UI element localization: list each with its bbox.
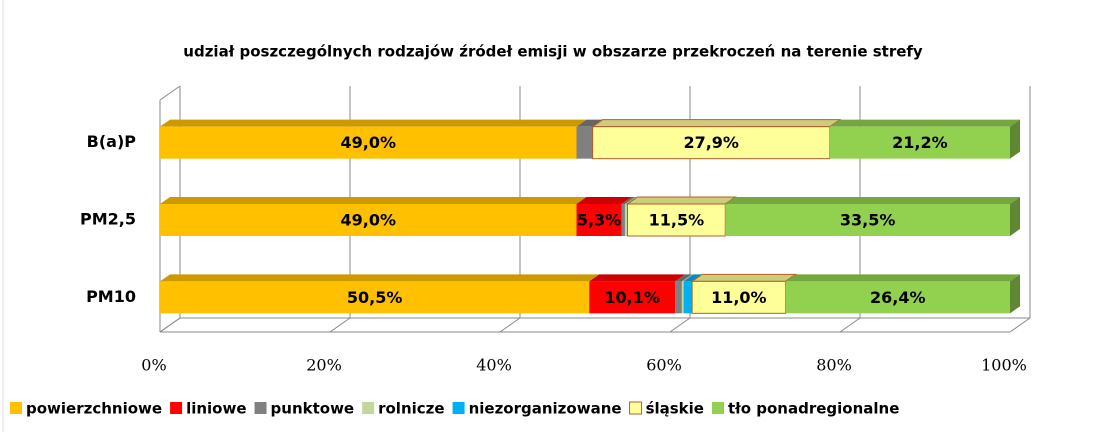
y-tick-label: B(a)P (87, 132, 137, 151)
bar-top (160, 197, 587, 204)
data-label: 49,0% (340, 211, 396, 230)
grid-floor (329, 317, 351, 333)
data-label: 27,9% (683, 133, 739, 152)
data-label: 21,2% (892, 133, 948, 152)
legend-label: niezorganizowane (469, 400, 622, 418)
bar-top (576, 197, 632, 204)
legend-label: punktowe (271, 400, 355, 418)
x-tick-label: 20% (306, 356, 342, 375)
bar-top (725, 197, 1020, 204)
legend-label: rolnicze (378, 400, 444, 418)
bar (627, 203, 726, 237)
axis-edge (159, 85, 181, 101)
x-tick-label: 0% (141, 356, 166, 375)
data-label: 50,5% (347, 288, 403, 307)
bar-top (675, 274, 692, 282)
y-tick-label: PM2,5 (80, 210, 136, 229)
bar-side (1010, 119, 1020, 159)
grid-floor (839, 317, 861, 333)
bar-top (681, 274, 694, 282)
bar-top (576, 119, 603, 127)
bar (675, 281, 682, 314)
data-label: 49,0% (340, 133, 396, 152)
bar (829, 126, 1010, 159)
bar-top (690, 273, 798, 282)
x-tick-label: 40% (476, 356, 512, 375)
bar (576, 204, 622, 236)
bar (576, 126, 593, 159)
data-label: 33,5% (840, 211, 896, 230)
grid-floor (1009, 317, 1031, 333)
bar-top (591, 119, 842, 128)
legend-swatch (170, 402, 183, 414)
y-tick-label: PM10 (86, 287, 136, 306)
bar (160, 126, 577, 159)
bar-side (1010, 274, 1020, 314)
bar-top (589, 274, 686, 282)
bar-top (621, 197, 635, 204)
bar (592, 126, 831, 160)
legend-swatch (629, 401, 643, 415)
grid-floor (499, 317, 521, 333)
bar (683, 281, 693, 314)
legend-swatch (711, 402, 724, 414)
legend-swatch (452, 402, 465, 414)
grid-floor (669, 317, 691, 333)
data-label: 10,1% (604, 288, 660, 307)
data-label: 11,5% (649, 211, 705, 230)
bar (160, 204, 577, 236)
bar (624, 204, 628, 236)
bar (785, 281, 1010, 314)
data-label: 5,3% (577, 211, 621, 230)
bar (589, 281, 676, 314)
x-tick-label: 80% (816, 356, 852, 375)
x-tick-label: 60% (646, 356, 682, 375)
legend-label: tło ponadregionalne (728, 400, 899, 418)
chart-title: udział poszczególnych rodzajów źródeł em… (183, 43, 923, 61)
grid-floor (159, 317, 181, 333)
legend-swatch (10, 402, 22, 414)
bar-side (1010, 197, 1020, 236)
legend-label: liniowe (186, 400, 246, 418)
bar-top (683, 274, 703, 282)
bar (681, 281, 684, 314)
bar-top (625, 196, 737, 205)
bar (725, 204, 1010, 236)
x-tick-label: 100% (981, 356, 1027, 375)
legend-swatch (254, 402, 267, 414)
bar-top (785, 274, 1020, 282)
data-label: 26,4% (870, 288, 926, 307)
bar-top (160, 119, 587, 127)
legend-label: powierzchniowe (26, 400, 162, 418)
legend-label: śląskie (646, 400, 704, 418)
bar (621, 204, 625, 236)
bar (160, 281, 590, 314)
bar-top (829, 119, 1020, 127)
legend-swatch (362, 402, 375, 414)
bar-top (160, 274, 600, 282)
data-label: 11,0% (711, 288, 767, 307)
